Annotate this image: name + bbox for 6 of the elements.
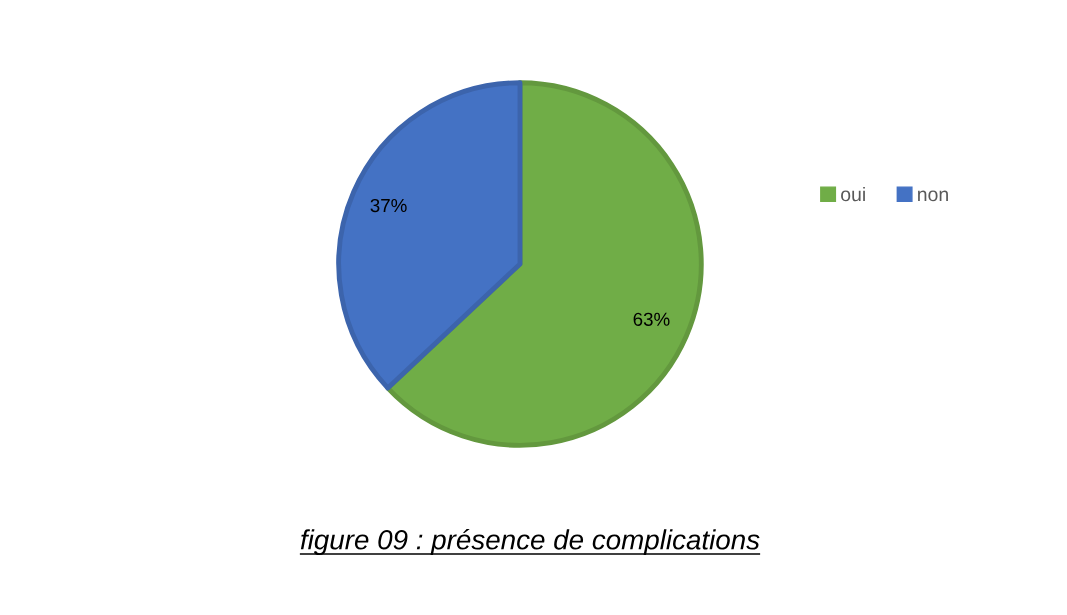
data-label: 63%: [633, 312, 670, 326]
legend-label: non: [918, 190, 948, 202]
pie-slice: [336, 80, 523, 391]
data-label: 37%: [370, 198, 407, 213]
text: figure 09 : présence de complications: [300, 528, 760, 556]
legend-label: oui: [841, 186, 865, 202]
